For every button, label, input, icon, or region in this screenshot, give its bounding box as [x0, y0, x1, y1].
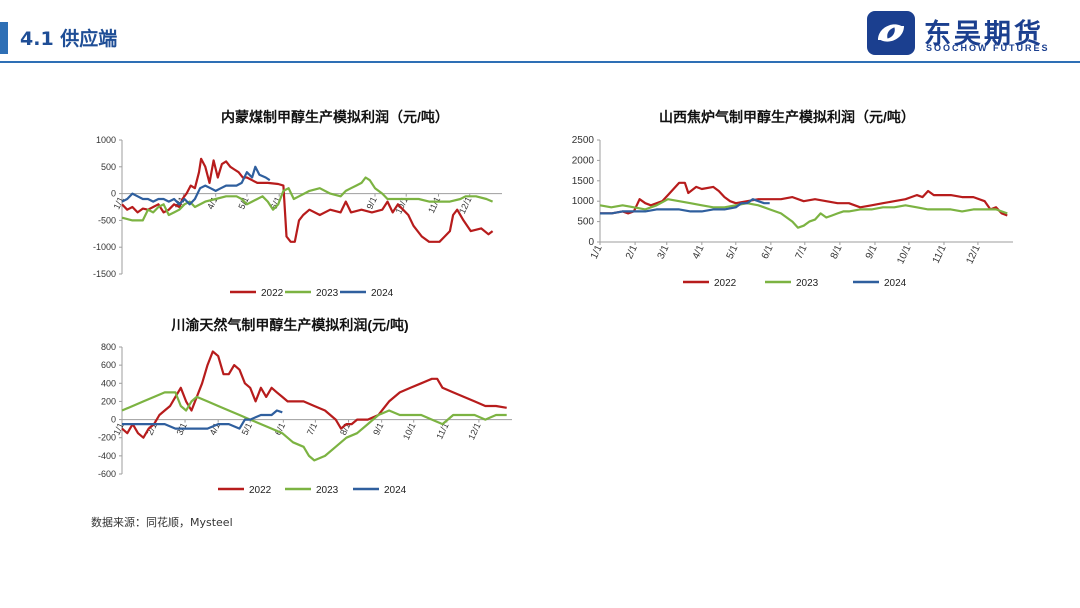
series-line-2024	[122, 409, 283, 430]
series-line-2023	[121, 391, 507, 462]
chart-inner-mongolia-coal-methanol-profit: 内蒙煤制甲醇生产模拟利润（元/吨） 1000 500 0 -500 -1000 -1500 1…	[93, 109, 502, 299]
x-tick-label: 9/1	[371, 421, 385, 437]
series-line-2022	[600, 181, 1008, 217]
x-tick-label: 7/1	[794, 243, 810, 261]
legend-label-2022: 2022	[261, 288, 284, 299]
legend-label-2023: 2023	[796, 278, 819, 289]
header-accent-bar	[0, 22, 8, 54]
chart-title: 内蒙煤制甲醇生产模拟利润（元/吨）	[221, 109, 449, 125]
x-tick-label: 8/1	[829, 243, 845, 261]
header-divider	[0, 61, 1080, 63]
y-tick-label: 1000	[96, 135, 116, 145]
x-tick-label: 10/1	[895, 243, 913, 266]
x-tick-label: 9/1	[864, 243, 880, 261]
series-line-2024	[121, 165, 271, 206]
x-tick-label: 12/1	[466, 421, 482, 441]
y-tick-label: 1500	[572, 176, 595, 187]
series-line-2022	[121, 157, 494, 243]
y-tick-label: 500	[577, 217, 594, 228]
x-tick-label: 12/1	[964, 243, 982, 266]
legend-label-2024: 2024	[371, 288, 394, 299]
y-tick-label: 2000	[572, 155, 595, 166]
series-line-2024	[600, 198, 770, 215]
x-tick-label: 1/1	[111, 195, 125, 211]
x-tick-label: 5/1	[240, 421, 254, 437]
x-tick-label: 11/1	[426, 195, 442, 215]
y-tick-label: -400	[98, 451, 116, 461]
page-title: 4.1 供应端	[20, 28, 118, 50]
series-line-2023	[599, 198, 1008, 229]
brand-logo: 东吴期货 SOOCHOW FUTURES	[866, 10, 1066, 56]
y-tick-label: 0	[588, 237, 594, 248]
chart-chuanyu-natural-gas-methanol-profit: 川渝天然气制甲醇生产模拟利润(元/吨) 800 600 400 200 0 -200 -400…	[98, 317, 512, 496]
x-tick-label: 7/1	[305, 421, 319, 437]
y-tick-label: 0	[111, 415, 116, 425]
x-tick-label: 9/1	[364, 195, 378, 211]
legend-label-2024: 2024	[884, 278, 907, 289]
x-tick-label: 6/1	[760, 243, 776, 261]
y-tick-label: -600	[98, 469, 116, 479]
legend-label-2023: 2023	[316, 288, 339, 299]
x-tick-label: 2/1	[624, 243, 640, 261]
y-tick-label: 800	[101, 342, 116, 352]
y-tick-label: 200	[101, 396, 116, 406]
legend-label-2024: 2024	[384, 485, 407, 496]
y-tick-label: 1000	[572, 196, 595, 207]
x-tick-label: 1/1	[589, 243, 605, 261]
legend-label-2022: 2022	[249, 485, 272, 496]
series-line-2022	[121, 350, 507, 439]
legend-label-2022: 2022	[714, 278, 737, 289]
y-tick-label: 400	[101, 378, 116, 388]
x-tick-label: 11/1	[931, 243, 949, 265]
brand-name: 东吴期货	[924, 19, 1044, 50]
chart-title: 川渝天然气制甲醇生产模拟利润(元/吨)	[170, 317, 408, 333]
x-tick-label: 10/1	[401, 421, 417, 441]
legend-label-2023: 2023	[316, 485, 339, 496]
series-line-2023	[121, 176, 494, 222]
y-tick-label: 0	[111, 189, 116, 199]
data-source-note: 数据来源：同花顺，Mysteel	[91, 516, 233, 529]
x-tick-label: 5/1	[725, 243, 741, 261]
y-tick-label: -500	[98, 215, 116, 225]
y-tick-label: 500	[101, 162, 116, 172]
chart-shanxi-coke-gas-methanol-profit: 山西焦炉气制甲醇生产模拟利润（元/吨）250020001500100050001…	[572, 109, 1013, 289]
x-tick-label: 4/1	[691, 243, 707, 261]
y-tick-label: -200	[98, 433, 116, 443]
y-tick-label: 600	[101, 360, 116, 370]
y-tick-label: -1000	[93, 242, 116, 252]
brand-subtitle: SOOCHOW FUTURES	[926, 43, 1050, 53]
soochow-logo-icon	[867, 11, 915, 55]
x-tick-label: 3/1	[656, 243, 672, 261]
y-tick-label: -1500	[93, 269, 116, 279]
y-tick-label: 2500	[572, 135, 595, 146]
chart-title: 山西焦炉气制甲醇生产模拟利润（元/吨）	[659, 109, 915, 125]
